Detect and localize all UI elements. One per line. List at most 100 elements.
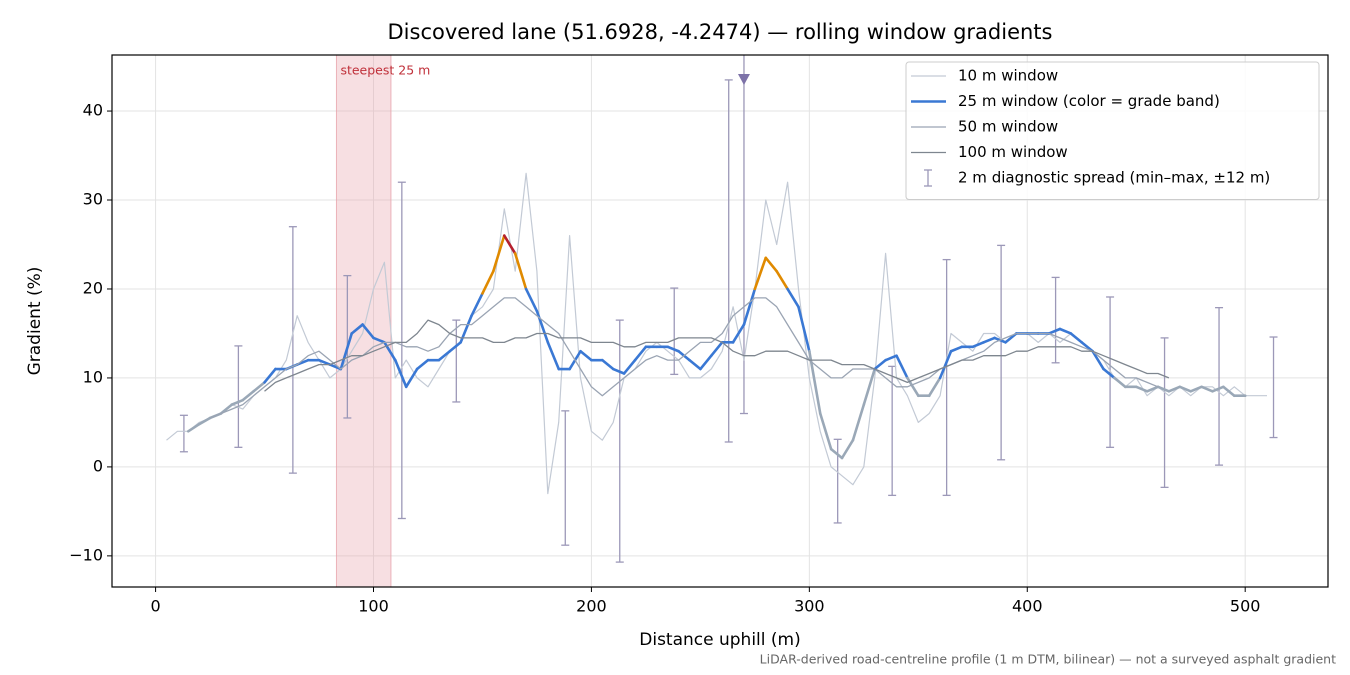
line-segment [524, 287, 539, 313]
y-tick-label: 0 [93, 456, 103, 475]
line-segment [688, 358, 702, 371]
x-tick-label: 200 [576, 597, 607, 616]
clipped-marker [737, 74, 750, 85]
line-segment [1178, 385, 1193, 393]
x-tick-label: 100 [358, 597, 389, 616]
footnote: LiDAR-derived road-centreline profile (1… [760, 652, 1336, 667]
line-segment [546, 341, 561, 371]
line-segment [219, 403, 234, 415]
chart-title: Discovered lane (51.6928, -4.2474) — rol… [388, 20, 1053, 44]
line-segment [317, 358, 332, 366]
line-segment [404, 367, 419, 389]
line-segment [197, 416, 212, 426]
line-segment [1156, 385, 1171, 393]
line-segment [884, 354, 898, 362]
line-segment [350, 323, 364, 335]
line-segment [513, 252, 528, 291]
line-segment [1167, 385, 1182, 393]
line-segment [492, 234, 506, 273]
legend-label: 50 m window [958, 118, 1058, 136]
line-segment [1145, 385, 1160, 393]
legend-label: 10 m window [958, 67, 1058, 85]
line-segment [786, 287, 800, 309]
line-segment [1047, 327, 1062, 335]
line-segment [862, 367, 877, 406]
line-segment [873, 358, 887, 371]
line-segment [383, 341, 397, 362]
line-segment [982, 336, 996, 344]
line-segment [1091, 349, 1105, 371]
line-segment [448, 341, 462, 353]
legend-label: 25 m window (color = grade band) [958, 92, 1220, 110]
line-segment [1058, 327, 1073, 335]
line-segment [742, 287, 757, 326]
highlight-label: steepest 25 m [340, 63, 430, 78]
line-segment [230, 398, 245, 406]
line-segment [263, 367, 277, 384]
line-segment [361, 323, 375, 340]
line-segment [186, 422, 201, 433]
line-segment [1069, 332, 1084, 344]
line-segment [601, 358, 615, 371]
line-segment [949, 345, 964, 353]
series-line [166, 172, 1267, 495]
line-segment [731, 323, 746, 344]
line-segment [829, 447, 844, 460]
line-segment [393, 358, 408, 389]
legend-label: 100 m window [958, 143, 1068, 161]
line-segment [437, 349, 452, 362]
plot-frame [111, 54, 1329, 588]
y-tick-label: 20 [83, 278, 103, 297]
line-segment [938, 349, 953, 380]
line-segment [1211, 385, 1225, 393]
line-segment [415, 358, 430, 371]
line-segment [1222, 385, 1236, 398]
line-segment [579, 349, 593, 362]
y-tick-label: 30 [83, 190, 103, 209]
line-segment [339, 332, 354, 371]
line-segment [775, 269, 789, 291]
line-segment [906, 376, 920, 398]
line-segment [502, 234, 517, 255]
line-segment [372, 336, 386, 344]
line-segment [927, 376, 942, 398]
x-axis-label: Distance uphill (m) [639, 630, 800, 650]
line-segment [797, 305, 811, 353]
line-segment [622, 358, 637, 375]
series-line [209, 297, 1159, 419]
x-tick-label: 0 [150, 597, 160, 616]
line-segment [633, 345, 648, 362]
line-segment [611, 367, 626, 375]
x-tick-label: 300 [794, 597, 825, 616]
y-axis-label: Gradient (%) [25, 267, 45, 376]
line-segment [666, 345, 680, 353]
line-segment [241, 389, 255, 402]
line-segment [481, 269, 495, 295]
y-tick-label: −10 [69, 545, 103, 564]
line-segment [1200, 385, 1214, 393]
line-segment [1113, 376, 1127, 389]
series-line [264, 319, 1170, 392]
y-tick-label: 10 [83, 367, 103, 386]
line-segment [840, 438, 855, 460]
line-segment [764, 256, 778, 273]
x-tick-label: 500 [1230, 597, 1261, 616]
line-segment [1102, 367, 1116, 380]
highlight-band [335, 55, 392, 587]
line-segment [535, 309, 550, 344]
line-segment [1134, 385, 1149, 393]
line-segment [971, 341, 985, 349]
legend-label: 2 m diagnostic spread (min–max, ±12 m) [958, 169, 1270, 187]
line-segment [753, 256, 768, 291]
line-segment [252, 381, 266, 393]
line-segment [470, 292, 484, 317]
line-segment [851, 403, 866, 442]
line-segment [699, 354, 713, 371]
line-segment [709, 341, 724, 357]
line-segment [895, 354, 909, 380]
line-segment [818, 412, 833, 451]
legend: 10 m window 25 m window (color = grade ba… [905, 61, 1320, 200]
x-tick-label: 400 [1012, 597, 1043, 616]
line-segment [1080, 341, 1094, 353]
